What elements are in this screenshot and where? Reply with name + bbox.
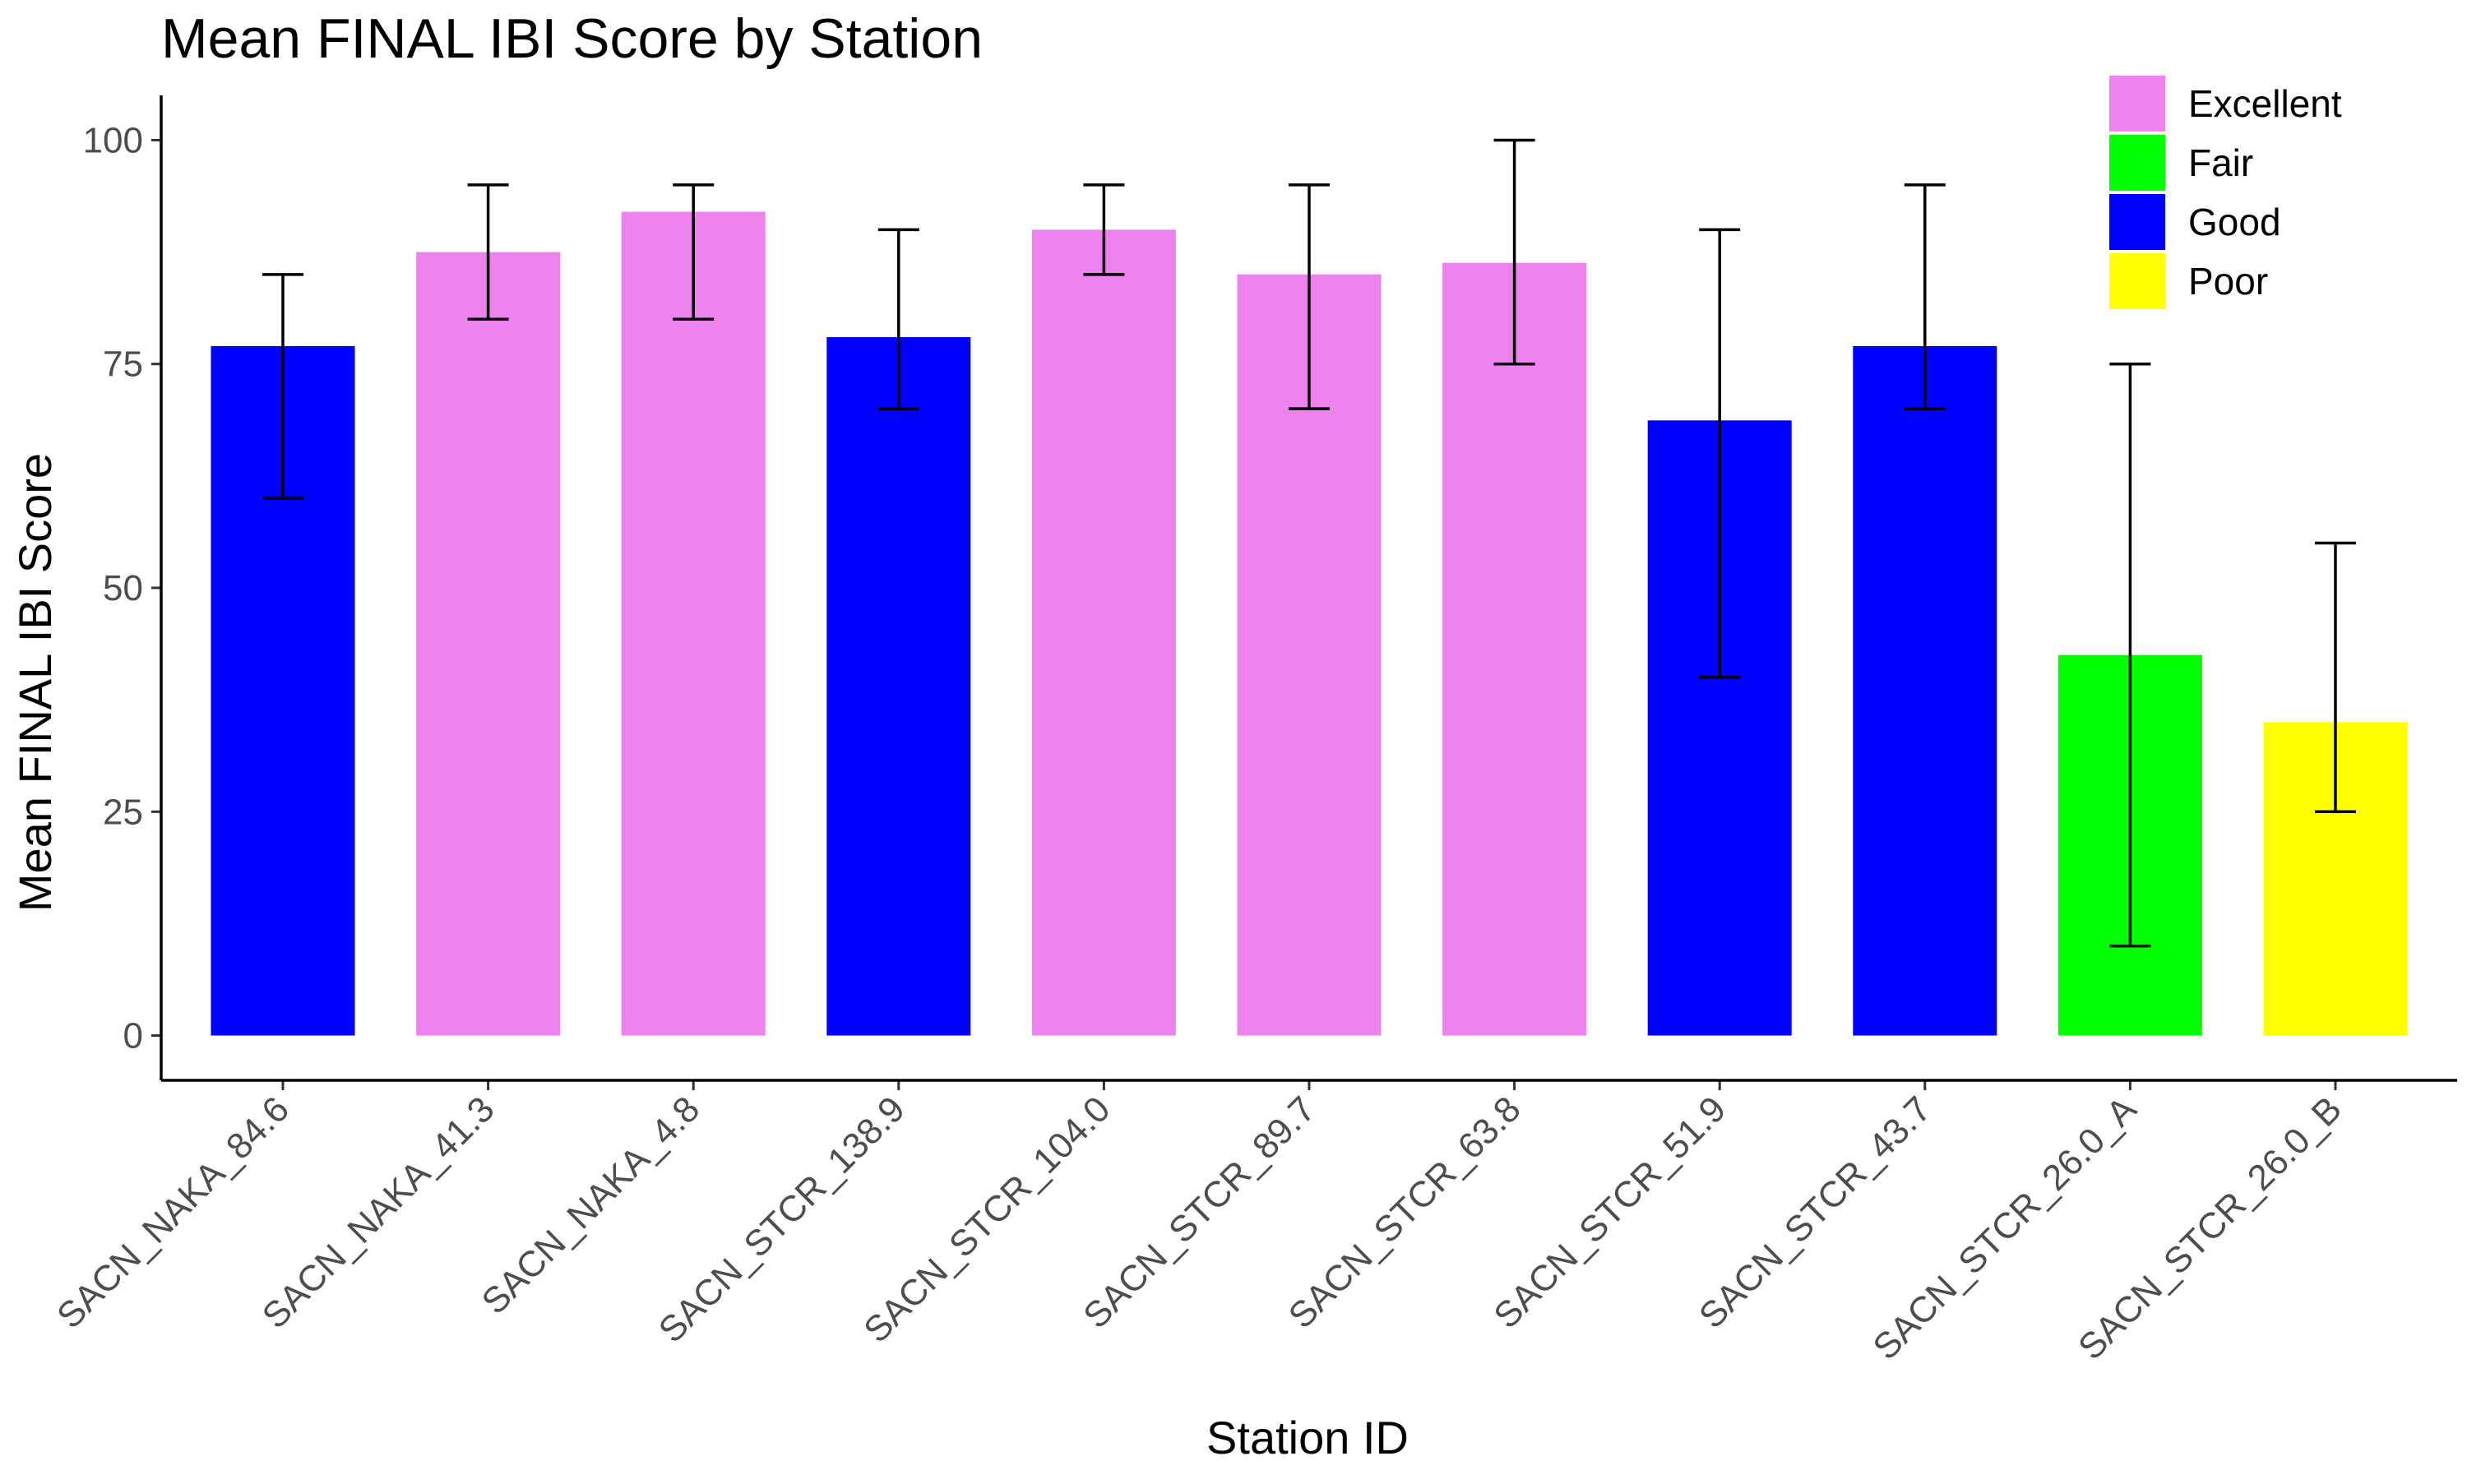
legend-key bbox=[2109, 194, 2165, 250]
chart-title: Mean FINAL IBI Score by Station bbox=[161, 7, 983, 70]
legend-label: Good bbox=[2188, 201, 2281, 243]
x-tick-label: SACN_NAKA_4.8 bbox=[474, 1089, 708, 1322]
plot-area: SACN_NAKA_84.6SACN_NAKA_41.3SACN_NAKA_4.… bbox=[49, 95, 2457, 1367]
x-axis-title: Station ID bbox=[1206, 1412, 1409, 1463]
x-tick-label: SACN_STCR_63.8 bbox=[1281, 1089, 1529, 1336]
legend: Excellent Fair Good Poor bbox=[2109, 76, 2342, 309]
legend-key bbox=[2109, 135, 2165, 191]
x-tick-label: SACN_STCR_51.9 bbox=[1486, 1089, 1733, 1336]
y-tick-label: 0 bbox=[123, 1016, 143, 1056]
legend-label: Poor bbox=[2188, 260, 2268, 303]
legend-key bbox=[2109, 76, 2165, 132]
bar bbox=[1442, 262, 1587, 1036]
x-tick-label: SACN_STCR_89.7 bbox=[1076, 1089, 1323, 1336]
y-tick-label: 75 bbox=[103, 344, 143, 385]
x-tick-label: SACN_STCR_43.7 bbox=[1692, 1089, 1939, 1336]
bar bbox=[416, 252, 561, 1036]
bar bbox=[621, 211, 766, 1036]
x-tick-label: SACN_NAKA_41.3 bbox=[255, 1089, 502, 1336]
legend-label: Fair bbox=[2188, 141, 2253, 184]
y-tick-label: 25 bbox=[103, 792, 143, 832]
y-tick-label: 50 bbox=[103, 568, 143, 608]
bar bbox=[1031, 229, 1176, 1036]
y-tick-label: 100 bbox=[83, 120, 143, 160]
x-tick-label: SACN_NAKA_84.6 bbox=[49, 1089, 297, 1336]
y-axis-title: Mean FINAL IBI Score bbox=[9, 453, 61, 912]
legend-label: Excellent bbox=[2188, 82, 2342, 125]
bar bbox=[1853, 345, 1997, 1036]
bar bbox=[826, 337, 971, 1036]
legend-key bbox=[2109, 253, 2165, 309]
